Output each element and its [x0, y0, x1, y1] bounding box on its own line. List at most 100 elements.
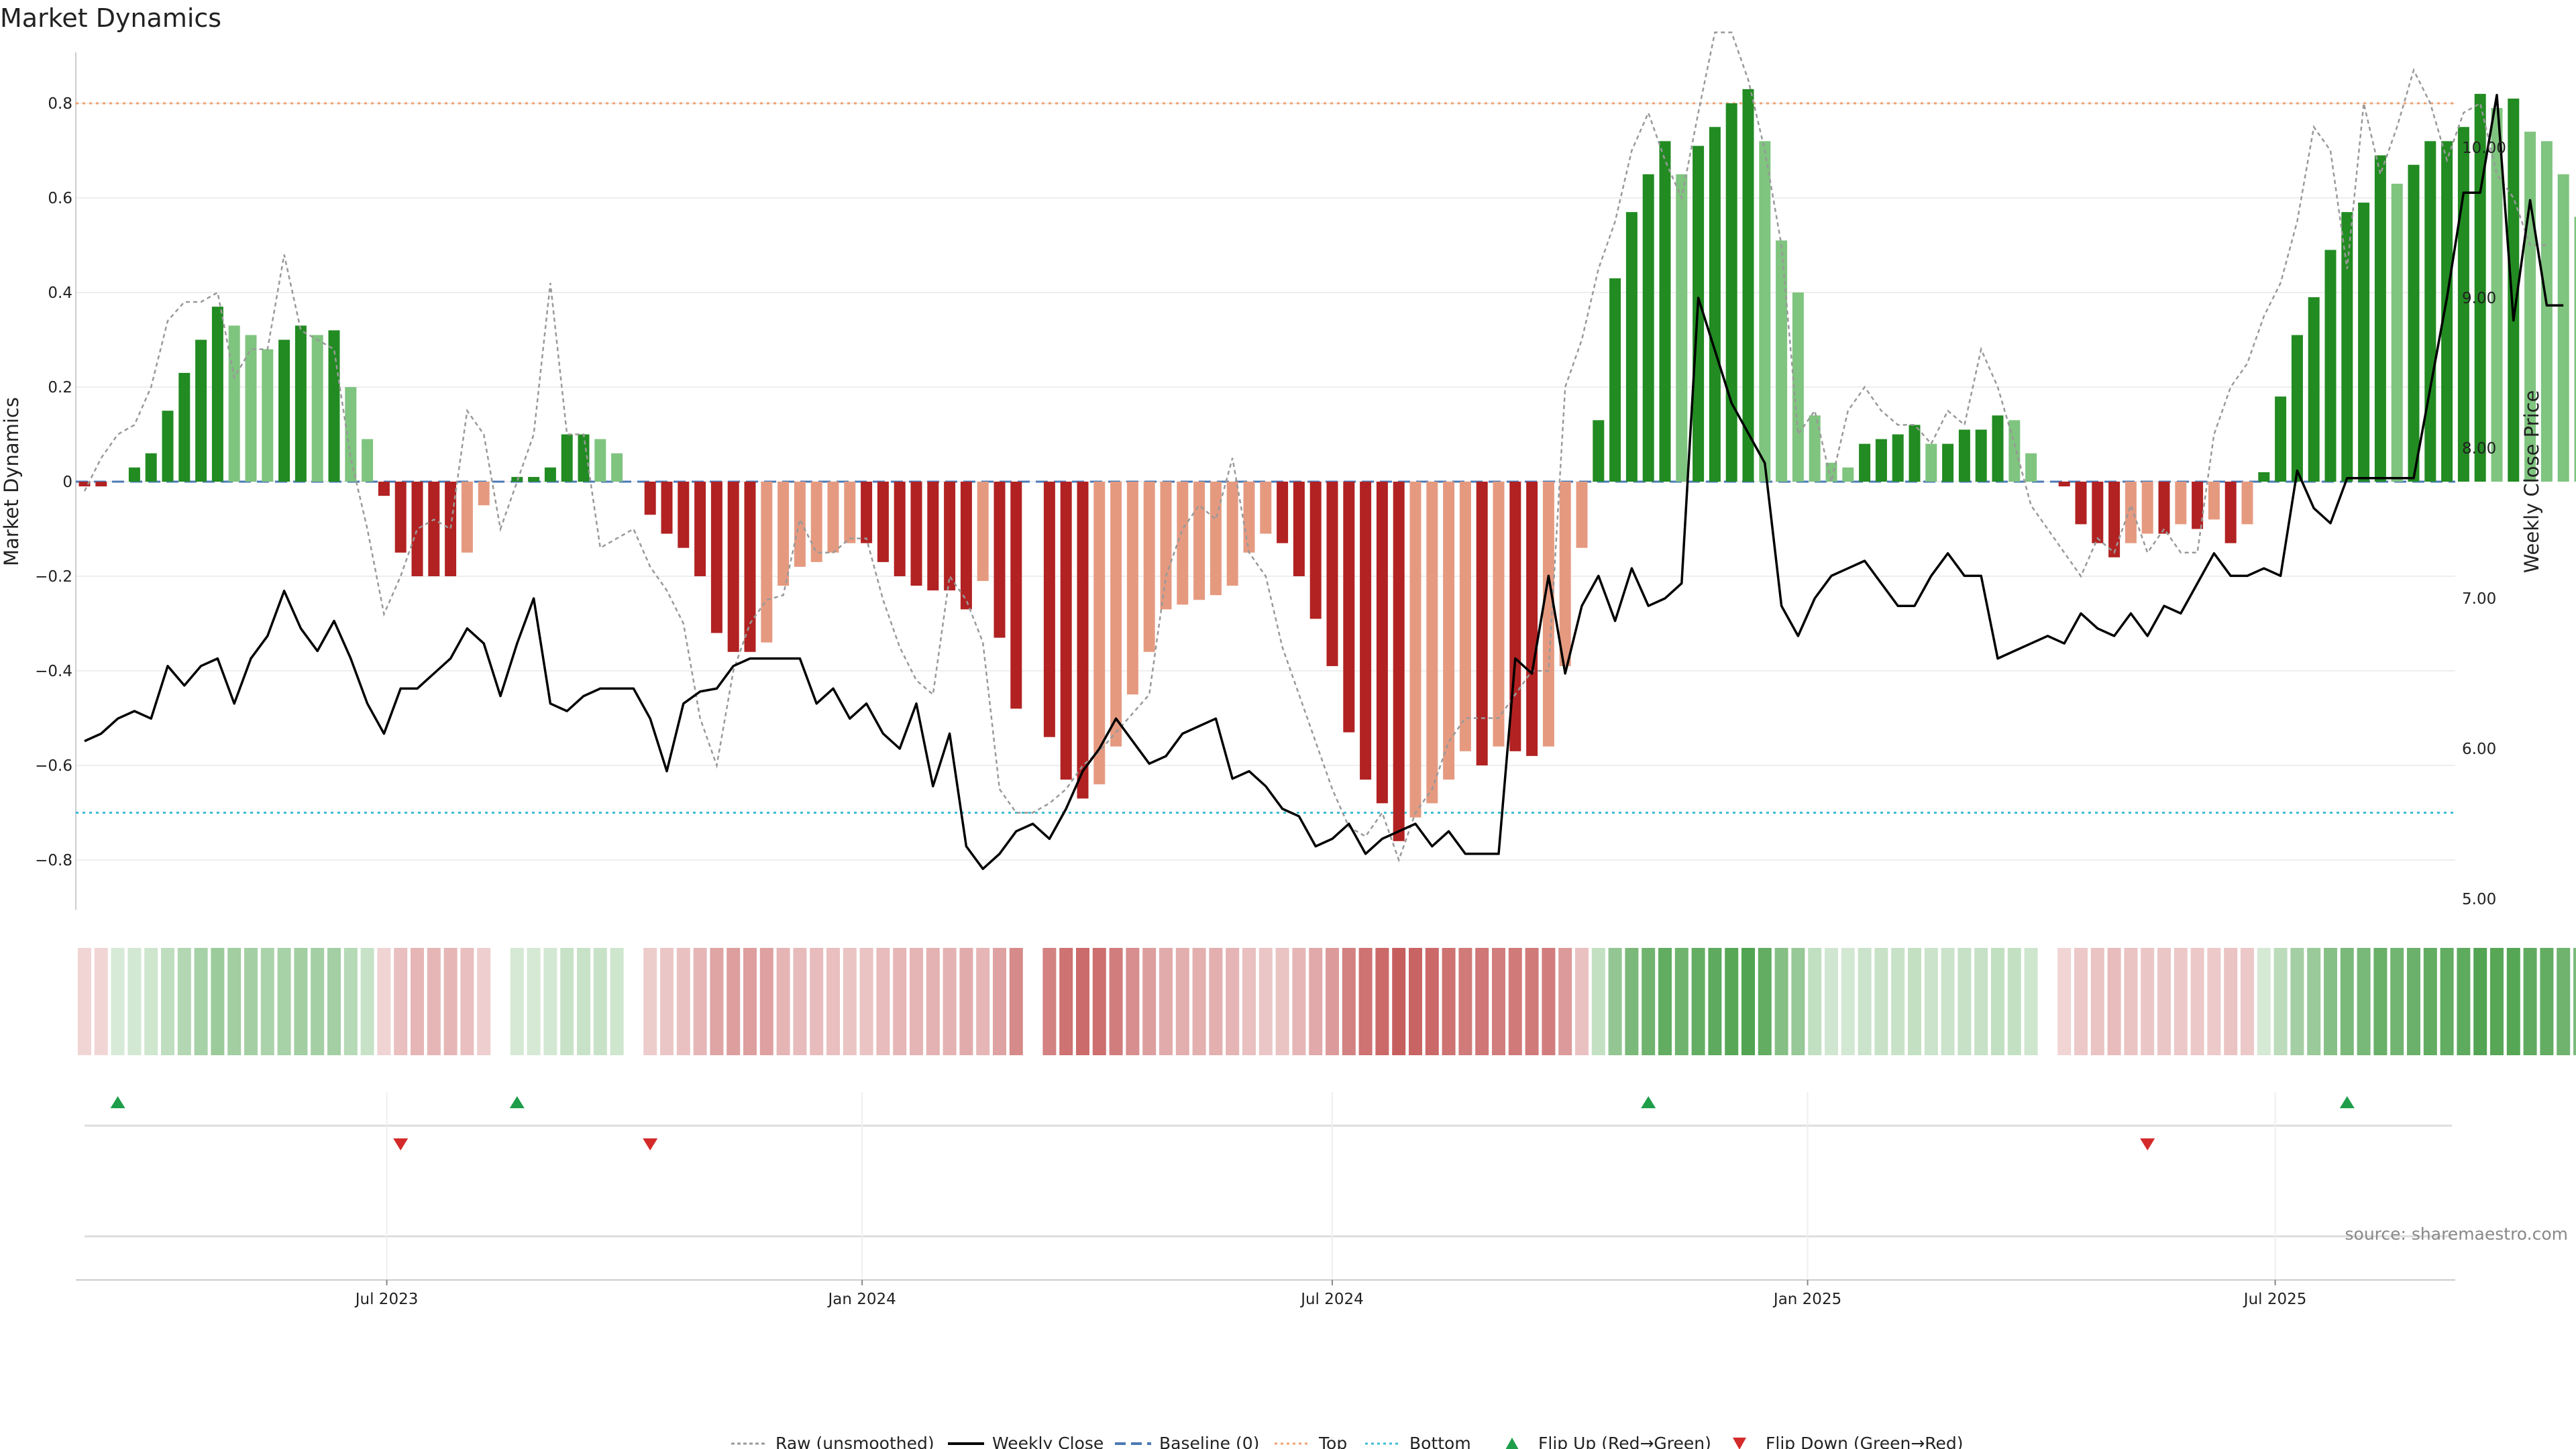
heat-cell-112	[1941, 948, 1955, 1055]
heat-cell-22	[443, 948, 458, 1055]
bar-87	[1526, 482, 1538, 756]
heat-cell-48	[876, 948, 890, 1055]
heat-cell-128	[2207, 948, 2221, 1055]
bar-61	[1093, 482, 1106, 785]
bar-122	[2108, 482, 2121, 557]
heat-cell-101	[1758, 948, 1772, 1055]
left-axis-label: Market Dynamics	[0, 397, 23, 566]
bar-110	[1909, 425, 1921, 482]
flip-up-marker-0	[110, 1096, 125, 1108]
lines-group	[83, 32, 2564, 870]
heat-cell-64	[1142, 948, 1157, 1055]
legend-item-1: Weekly Close	[948, 1434, 1104, 1449]
bar-129	[2224, 482, 2237, 543]
bar-84	[1476, 482, 1488, 765]
bar-100	[1742, 89, 1754, 482]
heat-cell-109	[1891, 948, 1905, 1055]
heat-cell-28	[543, 948, 557, 1055]
bar-96	[1676, 174, 1688, 482]
bar-89	[1559, 482, 1571, 666]
heat-cell-78	[1375, 948, 1389, 1055]
heat-cell-60	[1076, 948, 1089, 1055]
reference-lines	[76, 102, 2455, 814]
heat-cell-23	[460, 948, 474, 1055]
heat-cell-8	[211, 948, 225, 1055]
regime-heat-strip	[78, 948, 2576, 1055]
bar-85	[1493, 482, 1505, 747]
heat-cell-142	[2440, 948, 2454, 1055]
heat-cell-11	[260, 948, 274, 1055]
bar-71	[1260, 482, 1272, 534]
heat-cell-21	[427, 948, 441, 1055]
x-tick-label-3: Jan 2025	[1772, 1291, 1841, 1308]
bar-134	[2308, 297, 2320, 482]
bar-65	[1160, 482, 1172, 610]
heat-cell-15	[327, 948, 341, 1055]
bar-149	[2557, 174, 2569, 482]
bar-36	[678, 482, 690, 548]
heat-cell-110	[1908, 948, 1921, 1055]
x-tick-label-2: Jul 2024	[1299, 1291, 1364, 1308]
bar-37	[694, 482, 706, 576]
bar-17	[362, 439, 374, 482]
heat-cell-150	[2573, 948, 2576, 1055]
heat-cell-82	[1442, 948, 1456, 1055]
bar-121	[2092, 482, 2104, 543]
heat-cell-132	[2273, 948, 2288, 1055]
heat-cell-115	[1991, 948, 2004, 1055]
heat-cell-113	[1957, 948, 1972, 1055]
bar-98	[1709, 127, 1721, 482]
heat-cell-2	[111, 948, 125, 1055]
heat-cell-77	[1358, 948, 1373, 1055]
heat-cell-73	[1292, 948, 1306, 1055]
bar-94	[1642, 174, 1654, 482]
bar-138	[2374, 155, 2386, 482]
bar-119	[2058, 482, 2070, 487]
heat-cell-149	[2557, 948, 2571, 1055]
heat-cell-124	[2141, 948, 2155, 1055]
heat-cell-135	[2324, 948, 2337, 1055]
heat-cell-133	[2290, 948, 2304, 1055]
heat-cell-9	[227, 948, 241, 1055]
bar-123	[2125, 482, 2137, 543]
heat-cell-91	[1591, 948, 1605, 1055]
bar-13	[294, 325, 307, 482]
left-tick-label-7: 0.6	[48, 190, 72, 207]
heat-cell-130	[2241, 948, 2254, 1055]
bar-105	[1825, 462, 1837, 482]
right-axis-ticks: 5.00 6.00 7.00 8.00 9.00 10.00	[2462, 140, 2506, 908]
bar-131	[2258, 472, 2270, 482]
heat-cell-92	[1608, 948, 1622, 1055]
heat-cell-47	[859, 948, 873, 1055]
heat-cell-122	[2107, 948, 2121, 1055]
heat-cell-125	[2157, 948, 2171, 1055]
bar-8	[211, 307, 223, 482]
bar-9	[228, 325, 240, 482]
heat-cell-145	[2490, 948, 2504, 1055]
heat-cell-67	[1192, 948, 1206, 1055]
heat-cell-36	[676, 948, 690, 1055]
heat-cell-127	[2190, 948, 2204, 1055]
bar-91	[1593, 420, 1605, 482]
heat-cell-0	[78, 948, 91, 1055]
bar-95	[1659, 141, 1671, 482]
bar-111	[1925, 443, 1937, 482]
bar-52	[944, 482, 956, 591]
right-tick-label-0: 5.00	[2462, 891, 2496, 908]
bar-127	[2192, 482, 2204, 529]
legend-label-1: Weekly Close	[992, 1434, 1104, 1449]
bar-120	[2075, 482, 2087, 525]
bar-56	[1010, 482, 1022, 709]
bar-27	[528, 476, 540, 482]
bar-108	[1875, 439, 1887, 482]
bar-11	[262, 349, 274, 482]
right-tick-label-1: 6.00	[2462, 741, 2496, 758]
left-tick-label-8: 0.8	[48, 95, 72, 113]
bar-44	[810, 482, 822, 562]
bar-51	[927, 482, 939, 591]
bar-39	[727, 482, 739, 652]
heat-cell-116	[2007, 948, 2021, 1055]
right-axis-label: Weekly Close Price	[2520, 390, 2543, 574]
legend-label-0: Raw (unsmoothed)	[775, 1434, 934, 1449]
bar-67	[1193, 482, 1205, 600]
